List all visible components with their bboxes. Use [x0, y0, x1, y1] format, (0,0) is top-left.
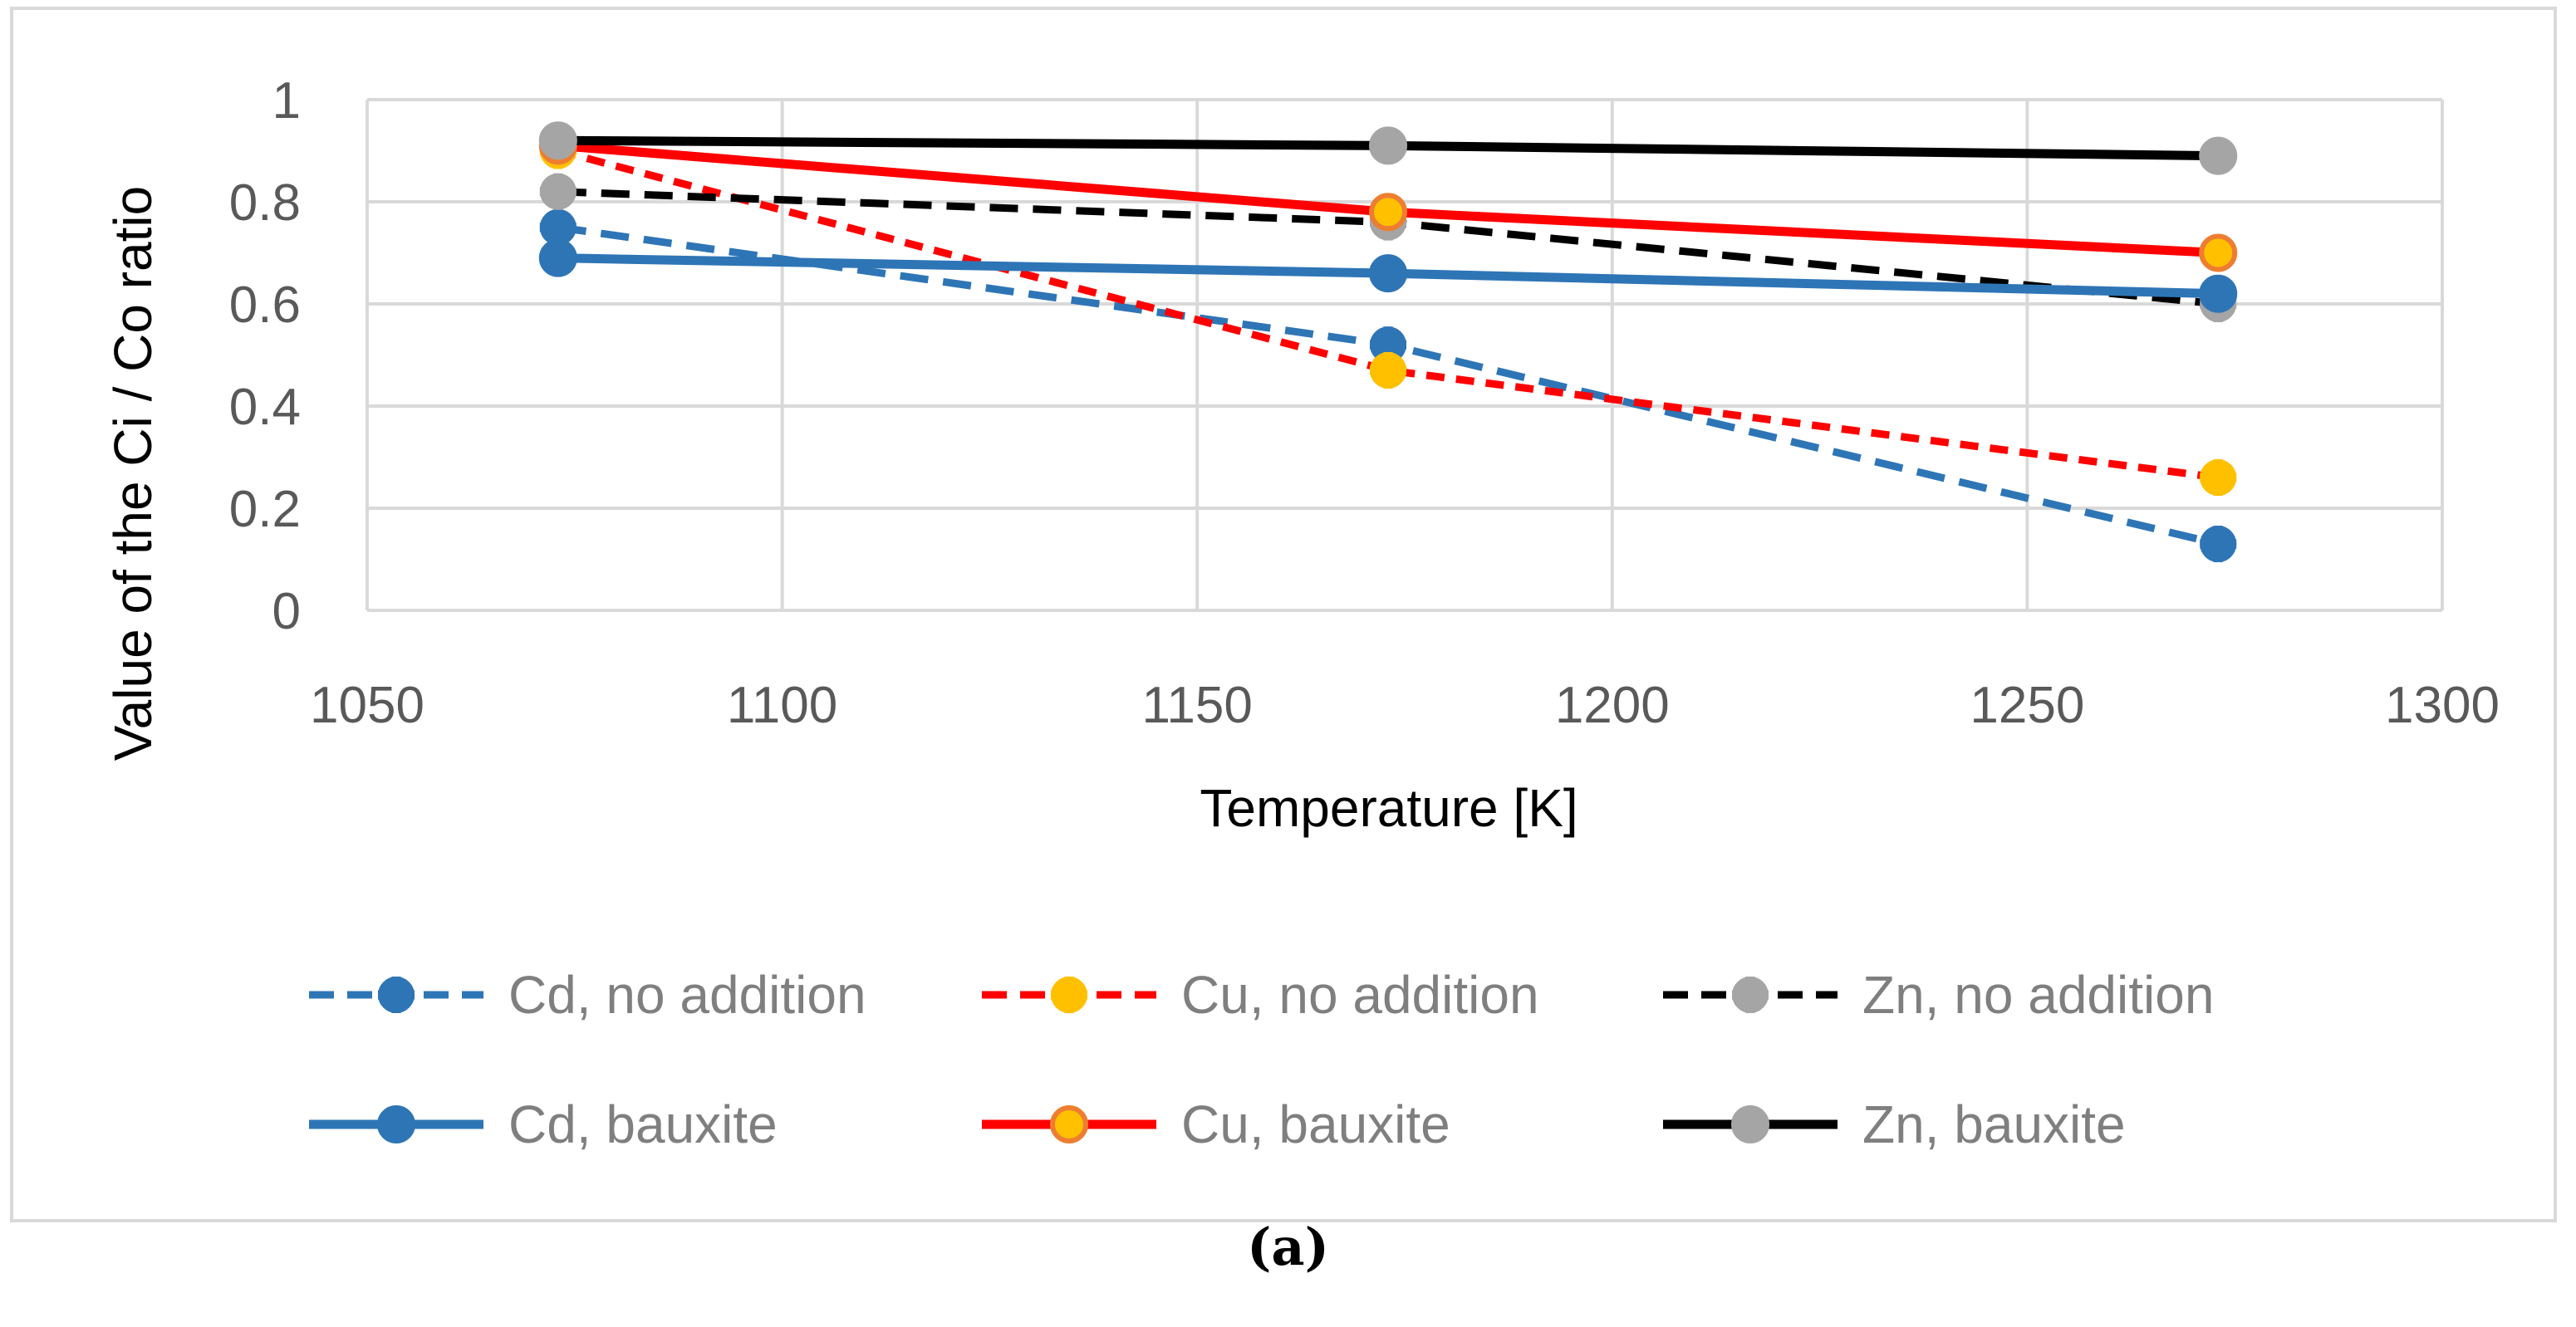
data-point-marker-vbar	[391, 977, 401, 1013]
y-tick-label: 0	[272, 583, 301, 640]
legend: Cd, no addition Cu, no addition Zn, no add…	[309, 965, 2214, 1154]
x-tick-label: 1050	[310, 677, 424, 734]
data-point-marker	[1050, 1105, 1088, 1143]
data-point-marker-vbar	[1745, 977, 1755, 1013]
legend-item: Cu, no addition	[982, 965, 1539, 1025]
legend-item: Zn, bauxite	[1663, 1094, 2126, 1154]
legend-label: Cd, no addition	[508, 965, 866, 1025]
legend-label: Zn, no addition	[1862, 965, 2214, 1025]
series-cu-no-addition	[539, 132, 2237, 497]
data-point-marker-vbar	[2213, 459, 2223, 497]
x-tick-label: 1250	[1970, 677, 2084, 734]
x-tick-label: 1150	[1142, 677, 1253, 734]
legend-label: Zn, bauxite	[1862, 1094, 2126, 1154]
chart-frame	[10, 7, 2557, 1222]
legend-label: Cu, bauxite	[1181, 1094, 1450, 1154]
x-tick-label: 1300	[2385, 677, 2500, 734]
data-point-marker-vbar	[1383, 351, 1393, 389]
figure-caption: (a)	[1247, 1217, 1329, 1277]
data-point-marker	[377, 1105, 415, 1143]
data-point-marker	[1369, 126, 1408, 165]
y-tick-label: 1	[272, 72, 301, 130]
data-point-marker	[2199, 233, 2238, 272]
y-tick-label: 0.6	[229, 277, 301, 334]
data-point-marker	[1369, 254, 1408, 293]
data-point-marker	[1369, 193, 1408, 232]
data-point-marker-vbar	[553, 208, 563, 246]
legend-label: Cu, no addition	[1181, 965, 1539, 1025]
data-point-marker	[1731, 1105, 1769, 1143]
data-point-marker	[2199, 274, 2238, 313]
x-tick-label: 1100	[727, 677, 837, 734]
x-tick-labels: 1050 1100 1150 1200 1250 1300	[310, 677, 2500, 734]
y-tick-labels: 0 0.2 0.4 0.6 0.8 1	[229, 72, 301, 640]
series-line	[557, 147, 2219, 482]
data-point-marker-vbar	[1383, 326, 1393, 364]
y-axis-title: Value of the Ci / Co ratio	[103, 186, 163, 761]
data-point-marker	[538, 238, 577, 277]
series-layer	[538, 121, 2238, 563]
legend-item: Zn, no addition	[1663, 965, 2214, 1025]
data-point-marker	[538, 121, 577, 160]
legend-label: Cd, bauxite	[508, 1094, 778, 1154]
y-tick-label: 0.2	[229, 481, 301, 538]
data-point-marker-vbar	[2213, 526, 2223, 563]
data-point-marker-vbar	[553, 173, 563, 210]
x-axis-title: Temperature [K]	[1200, 778, 1577, 838]
y-tick-label: 0.8	[229, 174, 301, 232]
series-zn-bauxite	[538, 121, 2238, 175]
legend-item: Cd, no addition	[309, 965, 866, 1025]
legend-item: Cu, bauxite	[982, 1094, 1450, 1154]
data-point-marker-vbar	[1064, 977, 1074, 1013]
legend-item: Cd, bauxite	[309, 1094, 778, 1154]
grid-layer	[366, 98, 2444, 612]
y-tick-label: 0.4	[229, 379, 301, 436]
series-cd-bauxite	[538, 238, 2238, 313]
x-tick-label: 1200	[1555, 677, 1670, 734]
data-point-marker	[2199, 136, 2238, 175]
